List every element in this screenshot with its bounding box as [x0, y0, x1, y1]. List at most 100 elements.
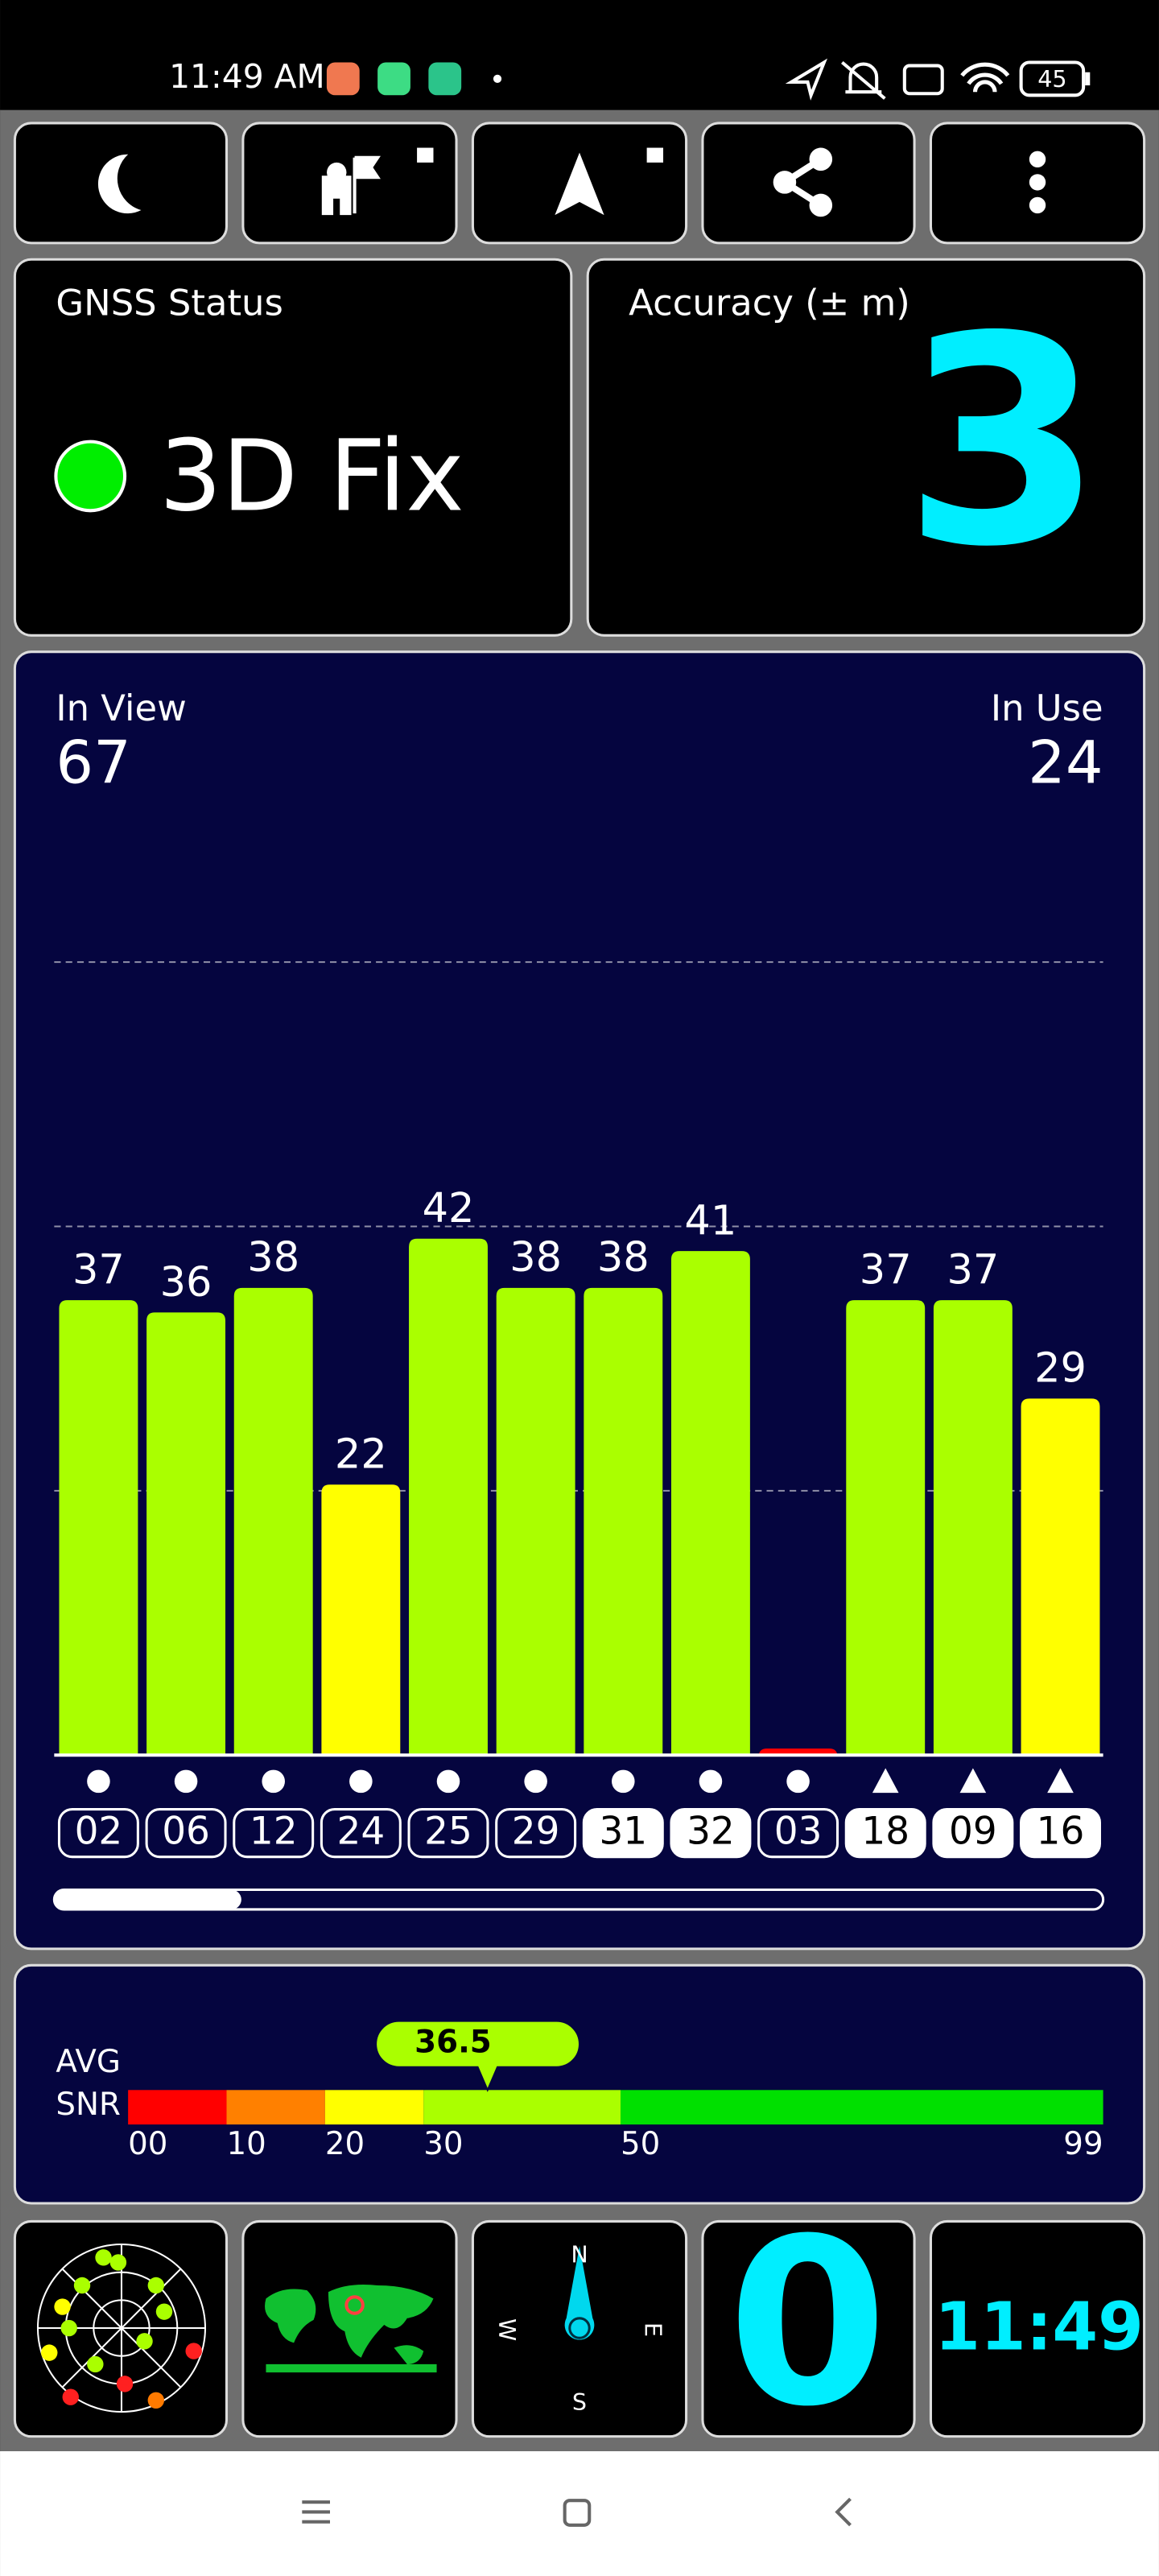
satellite-id-box	[495, 1808, 577, 1859]
status-bar	[0, 0, 1159, 110]
constellation-marker	[524, 1769, 547, 1794]
fix-indicator	[54, 440, 127, 513]
clock-widget[interactable]	[929, 2219, 1146, 2438]
snr-scale-segment	[324, 2090, 424, 2125]
avg-snr-label: SNR	[56, 2087, 121, 2123]
constellation-marker	[349, 1769, 373, 1794]
gnss-status-title: GNSS Status	[56, 281, 283, 324]
satellite-id: 32	[687, 1810, 735, 1854]
compass-east: E	[640, 2322, 667, 2337]
in-view-label: In View	[56, 687, 186, 729]
recents-button[interactable]	[302, 2500, 330, 2524]
share-dot	[809, 147, 833, 171]
satellite-id: 24	[337, 1810, 386, 1854]
snr-tick-label: 50	[621, 2126, 660, 2162]
snr-scale-segment	[620, 2090, 1103, 2125]
bar	[670, 1251, 750, 1756]
satellite-id-box	[233, 1808, 315, 1859]
satellite-id-box	[844, 1808, 926, 1859]
bar	[233, 1287, 313, 1756]
satellite-id-box	[407, 1808, 489, 1859]
satellite-id-box	[582, 1808, 664, 1859]
data-icon	[902, 64, 944, 96]
menu-dot	[1029, 196, 1046, 214]
world-map	[265, 2284, 437, 2373]
scrollbar-thumb[interactable]	[54, 1889, 241, 1909]
satellite-id-box	[145, 1808, 227, 1859]
constellation-marker	[262, 1769, 285, 1794]
lock-icon	[646, 147, 664, 163]
share-dot	[809, 193, 833, 217]
constellation-marker	[786, 1769, 810, 1794]
constellation-marker	[612, 1769, 635, 1794]
satellite-id-box	[757, 1808, 839, 1859]
bar-value-label: 41	[685, 1197, 737, 1245]
notification-icon	[377, 62, 410, 96]
bar	[321, 1484, 401, 1756]
bar-value-label: 37	[947, 1246, 999, 1294]
satellite-id: 02	[75, 1810, 123, 1854]
avg-snr-marker	[375, 2020, 580, 2092]
widgets: N E S W 0 11:49	[13, 2190, 1146, 2457]
snr-tick-label: 99	[1063, 2126, 1103, 2162]
bar	[409, 1238, 488, 1756]
gnss-status-card	[13, 258, 573, 637]
constellation-marker	[1047, 1768, 1074, 1794]
moon-icon	[97, 154, 142, 214]
back-button[interactable]	[835, 2497, 852, 2527]
bar-value-label: 37	[860, 1246, 912, 1294]
bar-value-label: 38	[247, 1234, 299, 1282]
sky-axes	[37, 2244, 205, 2413]
constellation-marker	[959, 1768, 987, 1794]
satellite-id-box	[670, 1808, 752, 1859]
bar-value-label: 42	[423, 1185, 475, 1232]
bar-value-label: 38	[509, 1234, 562, 1282]
speed-value: 0	[728, 2190, 888, 2457]
share-dot	[773, 171, 797, 194]
position-marker	[344, 2295, 365, 2315]
in-use-value: 24	[1028, 729, 1103, 797]
battery-level: 45	[1037, 65, 1066, 93]
notification-icon	[326, 62, 360, 96]
compass-south: S	[572, 2388, 587, 2416]
satellite-id: 03	[774, 1810, 823, 1854]
accuracy-value: 3	[903, 276, 1103, 610]
constellation-marker	[699, 1769, 723, 1794]
share-button[interactable]	[701, 122, 916, 245]
status-time: 11:49 AM	[169, 57, 325, 96]
satellite-id: 16	[1037, 1810, 1085, 1854]
battery-tip	[1085, 72, 1091, 86]
speed-widget[interactable]	[701, 2219, 916, 2438]
constellation-marker	[872, 1768, 899, 1794]
satellite-id: 06	[162, 1810, 210, 1854]
in-view-value: 67	[56, 729, 130, 797]
mute-icon	[841, 60, 886, 100]
constellation-marker	[174, 1769, 198, 1794]
compass-center	[568, 2317, 591, 2339]
constellation-marker	[436, 1769, 460, 1794]
home-button[interactable]	[563, 2499, 592, 2527]
satellite-id: 18	[861, 1810, 909, 1854]
in-use-label: In Use	[991, 687, 1103, 729]
compass-west: W	[493, 2318, 521, 2341]
satellite-id: 31	[599, 1810, 647, 1854]
compass-north: N	[571, 2240, 588, 2268]
night-mode-button[interactable]	[13, 122, 229, 245]
compass-needle	[564, 2246, 595, 2340]
avg-snr-value: 36.5	[415, 2025, 492, 2061]
person-flag-icon	[321, 155, 381, 216]
menu-dot	[1029, 151, 1046, 168]
constellation-marker	[87, 1769, 110, 1794]
accuracy-title: Accuracy (± m)	[629, 281, 910, 324]
bar	[1021, 1398, 1100, 1756]
satellite-id: 25	[424, 1810, 472, 1854]
snr-tick-label: 20	[325, 2126, 365, 2162]
bar	[933, 1300, 1013, 1756]
battery-icon	[1019, 60, 1086, 97]
toolbar	[13, 122, 1146, 245]
sky-satellites	[41, 2249, 202, 2409]
arrow-icon	[555, 152, 604, 216]
